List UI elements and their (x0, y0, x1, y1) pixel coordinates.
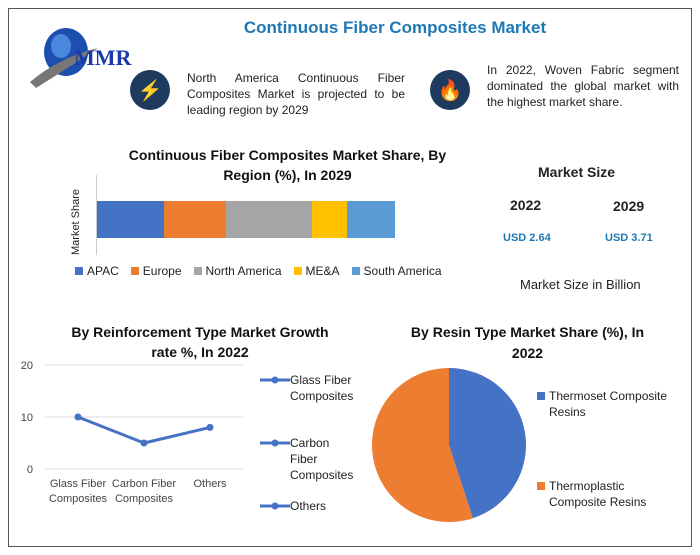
legend-swatch (75, 267, 83, 275)
legend-item: ME&A (293, 264, 340, 278)
legend-label: Thermoset Composite Resins (549, 389, 668, 419)
bar-segment-south-america (346, 201, 395, 238)
legend-label: South America (363, 264, 442, 278)
pie-slice-thermoplastic (372, 368, 473, 522)
x-tick-label: Others (193, 478, 227, 490)
highlight-text: In 2022, Woven Fabric segment dominated … (487, 63, 679, 109)
resin-chart-title: By Resin Type Market Share (%), In 2022 (410, 324, 645, 361)
legend-item: Glass Fiber Composites (260, 372, 360, 404)
bar-segment-europe (164, 201, 227, 238)
y-tick-label: 20 (21, 360, 33, 372)
bar-segment-me-a (312, 201, 347, 238)
pie-chart (372, 368, 526, 522)
x-tick-label: Glass Fiber Composites (49, 478, 108, 505)
y-tick-label: 0 (27, 464, 33, 476)
infographic-frame (8, 8, 692, 547)
legend-item: APAC (75, 264, 119, 278)
market-size-title: Market Size (538, 164, 616, 180)
legend-swatch (130, 267, 139, 275)
legend-label: North America (205, 264, 282, 278)
legend-label: ME&A (305, 264, 340, 278)
data-point (140, 439, 148, 447)
bar-segment-north-america (226, 201, 313, 238)
year-2022: 2022 (510, 197, 542, 213)
flame-icon: 🔥 (430, 70, 470, 110)
logo-text: MMR (74, 45, 133, 70)
legend-item: North America (193, 264, 282, 278)
legend-item: South America (351, 264, 442, 278)
legend-line-icon (260, 439, 290, 447)
pie-slice-thermoset (449, 368, 526, 519)
x-tick-label: Carbon Fiber Composites (112, 478, 177, 505)
legend-item: Others (260, 498, 326, 514)
highlight-text: North America Continuous Fiber Composite… (187, 71, 405, 117)
region-chart-title: Continuous Fiber Composites Market Share… (128, 147, 447, 183)
y-tick-label: 10 (21, 412, 33, 424)
stacked-bar (97, 201, 395, 238)
legend-line-icon (260, 376, 290, 384)
page-title: Continuous Fiber Composites Market (243, 18, 547, 37)
region-legend: APAC Europe North America ME&A South America (75, 264, 442, 278)
year-2029: 2029 (613, 198, 645, 214)
growth-chart-title: By Reinforcement Type Market Growth rate… (71, 324, 329, 360)
legend-swatch (351, 267, 360, 275)
value-2029: USD 3.71 (605, 232, 653, 244)
value-2022: USD 2.64 (503, 232, 551, 244)
bar-segment-apac (97, 201, 165, 238)
legend-label: Europe (142, 264, 182, 278)
unit-note: Market Size in Billion (520, 277, 641, 292)
legend-label: Carbon Fiber Composites (290, 436, 354, 482)
legend-label: Thermoplastic Composite Resins (549, 479, 647, 509)
legend-label: Others (290, 499, 327, 513)
y-axis-label: Market Share (70, 188, 82, 255)
legend-label: APAC (87, 264, 119, 278)
legend-swatch (193, 267, 202, 275)
mmr-logo: MMR (30, 28, 133, 88)
pie-legend-item: Thermoset Composite Resins (537, 388, 687, 420)
legend-item: Europe (130, 264, 182, 278)
legend-swatch (537, 392, 545, 400)
lightning-icon: ⚡ (130, 70, 170, 110)
axis-line (96, 175, 97, 255)
legend-line-icon (260, 502, 290, 510)
data-point (74, 413, 82, 421)
legend-swatch (293, 267, 302, 275)
growth-line (77, 415, 211, 445)
data-point (206, 423, 214, 431)
pie-legend-item: Thermoplastic Composite Resins (537, 478, 677, 510)
legend-label: Glass Fiber Composites (290, 373, 354, 403)
legend-item: Carbon Fiber Composites (260, 435, 360, 483)
legend-swatch (537, 482, 545, 490)
